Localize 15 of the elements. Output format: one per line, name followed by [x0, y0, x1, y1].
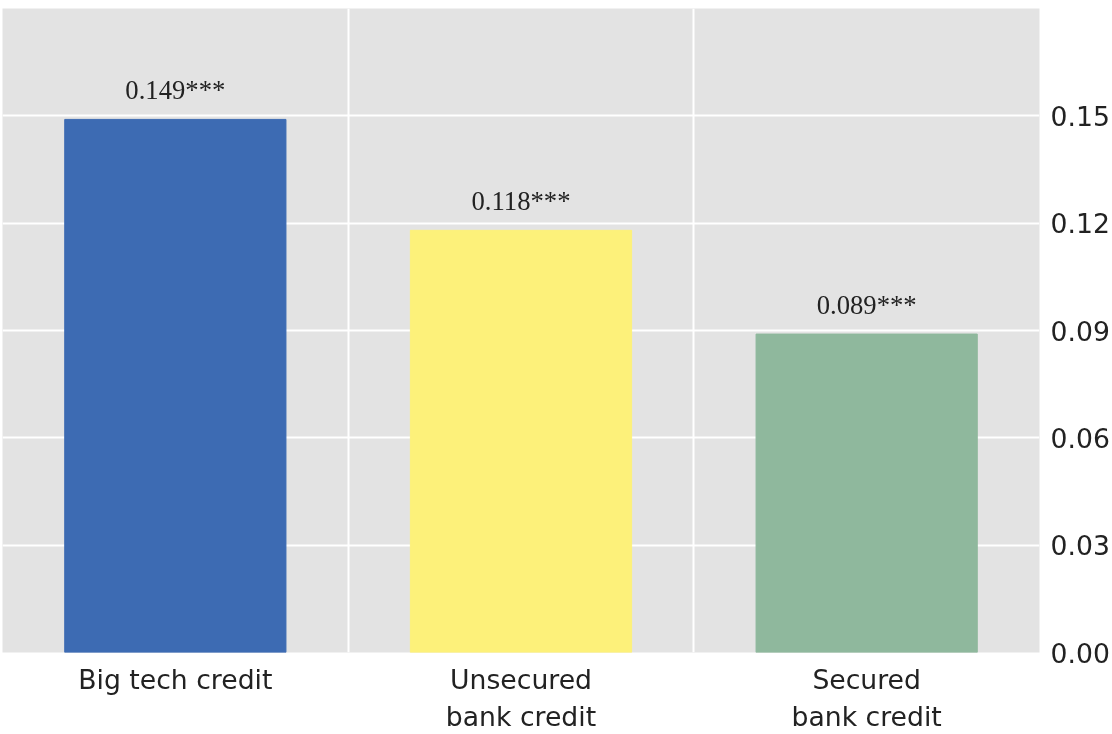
bar: [409, 229, 633, 653]
data-label: 0.089***: [816, 290, 917, 321]
x-tick-label: Unsecured bank credit: [445, 663, 597, 732]
x-tick-label: Secured bank credit: [791, 663, 942, 732]
y-tick-label: 0.15: [1050, 100, 1110, 132]
data-label: 0.149***: [125, 75, 226, 106]
y-tick-label: 0.09: [1050, 315, 1110, 347]
x-tick-label: Big tech credit: [78, 663, 273, 695]
bar: [755, 333, 978, 653]
y-tick-label: 0.06: [1050, 422, 1110, 454]
y-tick-label: 0.12: [1050, 208, 1110, 240]
y-tick-label: 0.00: [1050, 637, 1110, 669]
y-tick-label: 0.03: [1050, 530, 1110, 562]
bar: [64, 118, 287, 653]
data-label: 0.118***: [471, 186, 571, 217]
